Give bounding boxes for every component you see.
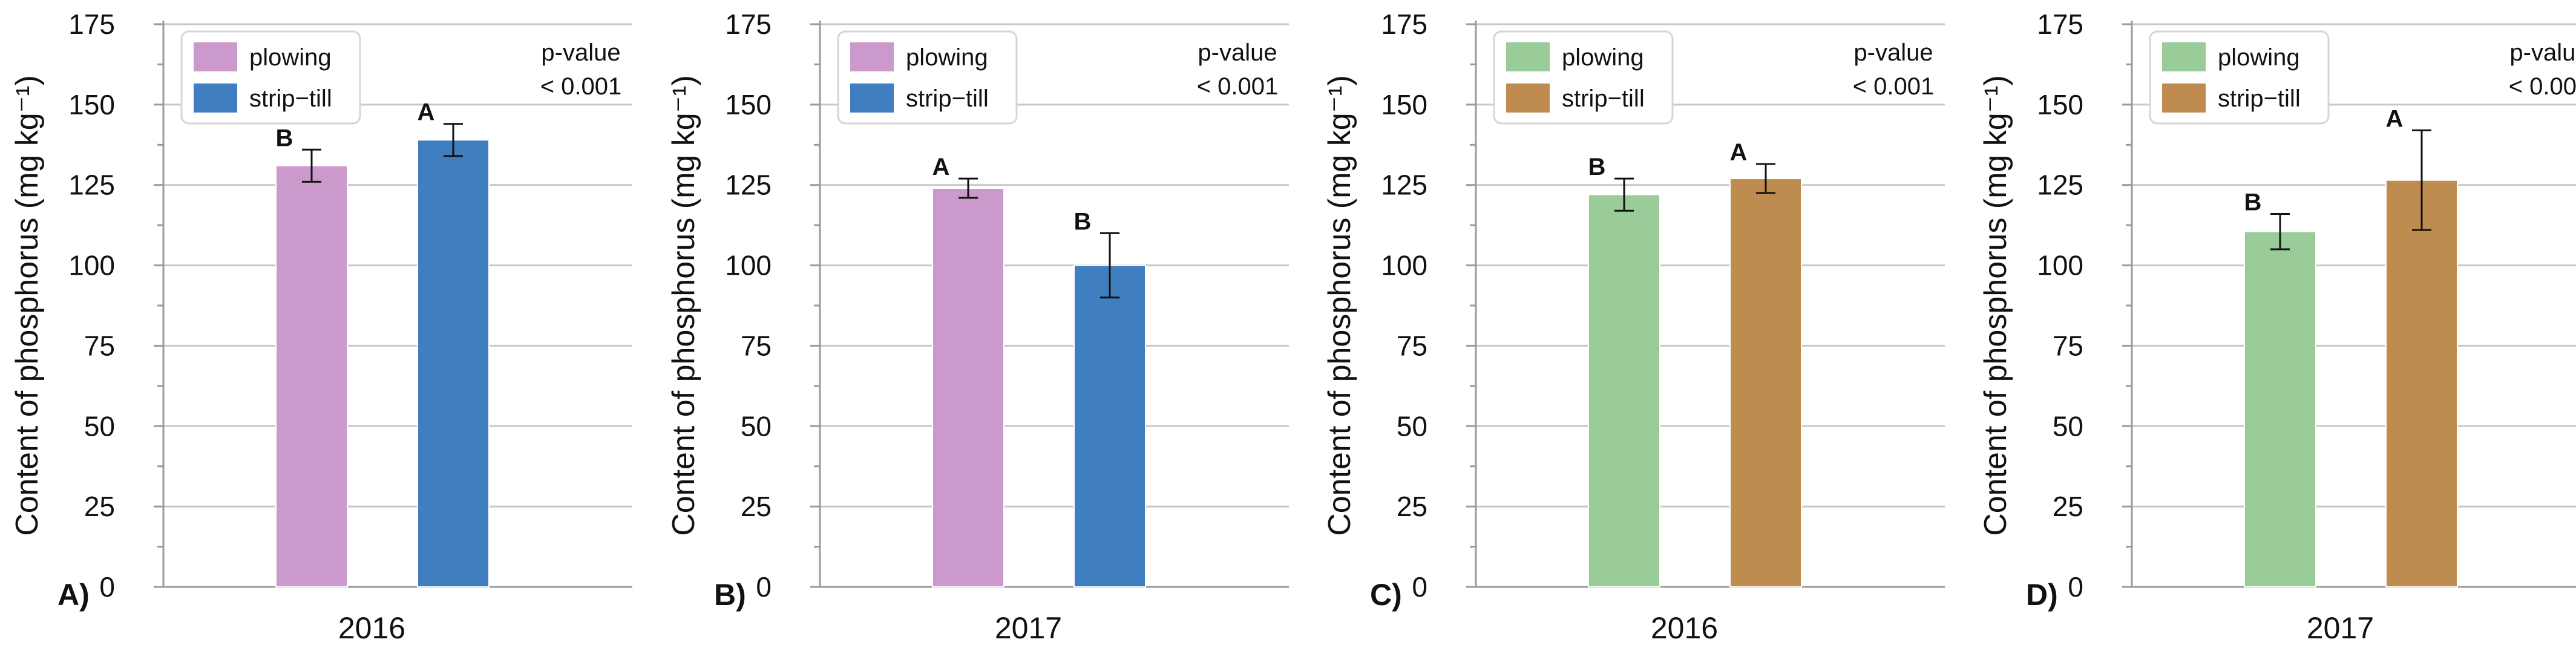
y-tick-label: 50 [1397,410,1427,442]
legend-label-2: strip−till [1562,85,1645,112]
significance-letter: B [1074,208,1092,235]
legend-label-2: strip−till [249,85,332,112]
legend-label-2: strip−till [2218,85,2301,112]
p-value-label: p-value [2509,39,2576,66]
y-tick-label: 175 [1381,8,1427,40]
x-axis-label: 2017 [2307,611,2374,645]
p-value-text: < 0.001 [1197,73,1279,100]
y-axis-title: Content of phosphorus (mg kg⁻¹) [10,75,45,536]
y-tick-label: 150 [2037,89,2083,120]
bar-2 [1073,264,1146,588]
legend-label-1: plowing [906,44,988,71]
y-tick-label: 25 [741,491,772,522]
y-tick-label: 125 [725,169,772,201]
significance-letter: A [1730,139,1748,166]
x-axis-label: 2016 [338,611,405,645]
panel-label: B) [714,578,746,612]
bar-2 [1729,178,1802,588]
chart-panel-4: 0 25 50 75 100 125 150 175 Content of phosphorus… [1978,8,2576,645]
y-tick-label: 100 [725,250,772,281]
significance-letter: B [276,125,293,151]
y-tick-label: 25 [84,491,115,522]
y-tick-label: 100 [2037,250,2083,281]
y-tick-label: 75 [1397,330,1427,361]
y-tick-label: 150 [68,89,115,120]
y-tick-label: 0 [2068,571,2083,603]
y-tick-label: 0 [99,571,115,603]
legend-label-1: plowing [249,44,332,71]
significance-letter: B [2244,189,2262,216]
x-axis-label: 2016 [1651,611,1718,645]
chart-panel-3: 0 25 50 75 100 125 150 175 Content of phosphorus… [1322,8,1945,645]
bar-2 [417,139,490,588]
bar-1 [932,188,1005,588]
y-tick-label: 175 [2037,8,2083,40]
chart-panel-1: 0 25 50 75 100 125 150 175 Content of phosphorus… [10,8,632,645]
bar-2 [2385,179,2458,588]
y-tick-label: 175 [725,8,772,40]
legend-swatch-1 [1506,42,1550,71]
panel-label: A) [57,578,90,612]
significance-letter: A [418,99,435,126]
legend-swatch-2 [850,83,894,113]
y-tick-label: 25 [1397,491,1427,522]
x-axis-label: 2017 [995,611,1062,645]
y-tick-label: 150 [725,89,772,120]
y-tick-label: 75 [84,330,115,361]
y-tick-label: 0 [1412,571,1427,603]
legend-label-2: strip−till [906,85,989,112]
panel-label: D) [2026,578,2058,612]
y-tick-label: 75 [741,330,772,361]
significance-letter: A [2386,105,2404,132]
y-tick-label: 50 [84,410,115,442]
legend-label-1: plowing [1562,44,1644,71]
y-tick-label: 50 [2053,410,2083,442]
panel-label: C) [1370,578,1402,612]
legend-swatch-2 [194,83,237,113]
y-tick-label: 50 [741,410,772,442]
y-axis-title: Content of phosphorus (mg kg⁻¹) [1322,75,1357,536]
legend-swatch-2 [1506,83,1550,113]
legend-swatch-1 [850,42,894,71]
y-tick-label: 100 [1381,250,1427,281]
legend-swatch-1 [194,42,237,71]
p-value-label: p-value [1198,39,1277,66]
y-tick-label: 75 [2053,330,2083,361]
y-tick-label: 175 [68,8,115,40]
chart-panel-2: 0 25 50 75 100 125 150 175 Content of phosphorus… [666,8,1289,645]
y-tick-label: 25 [2053,491,2083,522]
y-axis-title: Content of phosphorus (mg kg⁻¹) [666,75,701,536]
p-value-text: < 0.001 [1853,73,1935,100]
y-tick-label: 150 [1381,89,1427,120]
y-tick-label: 125 [2037,169,2083,201]
legend-label-1: plowing [2218,44,2300,71]
significance-letter: A [932,154,950,180]
p-value-label: p-value [541,39,620,66]
y-tick-label: 125 [1381,169,1427,201]
y-tick-label: 0 [756,571,772,603]
significance-letter: B [1588,154,1606,180]
bar-1 [1588,194,1660,588]
legend-swatch-2 [2162,83,2206,113]
y-axis-title: Content of phosphorus (mg kg⁻¹) [1978,75,2013,536]
y-tick-label: 100 [68,250,115,281]
p-value-label: p-value [1853,39,1933,66]
y-tick-label: 125 [68,169,115,201]
p-value-text: < 0.001 [2509,73,2576,100]
legend-swatch-1 [2162,42,2206,71]
p-value-text: < 0.001 [540,73,622,100]
bar-1 [2244,231,2316,588]
bar-1 [275,165,348,588]
